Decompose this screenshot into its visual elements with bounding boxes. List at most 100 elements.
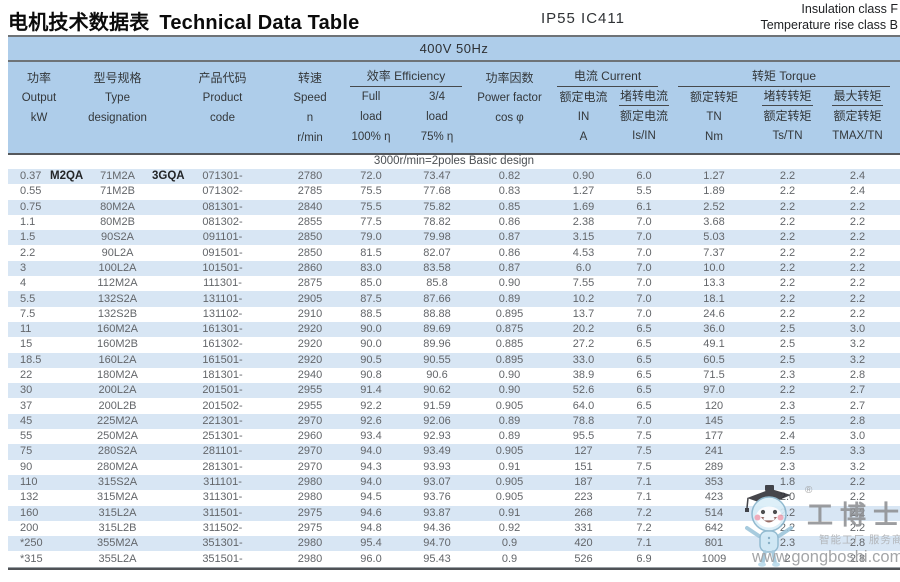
table-cell: 7.0 bbox=[636, 216, 652, 229]
table-cell: 7.0 bbox=[636, 292, 652, 305]
table-cell: 091501- bbox=[202, 246, 243, 259]
table-cell: 49.1 bbox=[703, 338, 725, 351]
table-cell: 0.87 bbox=[498, 261, 521, 274]
table-cell: 0.885 bbox=[495, 338, 524, 351]
table-cell: 2.8 bbox=[849, 552, 866, 565]
table-cell: 2.5 bbox=[779, 353, 796, 366]
table-cell: 71M2B bbox=[100, 185, 135, 198]
protection-class-label: IP55 IC411 bbox=[541, 10, 625, 27]
table-cell: 6.5 bbox=[636, 338, 652, 351]
table-cell: 081302- bbox=[202, 216, 243, 229]
table-cell: 7.0 bbox=[636, 246, 652, 259]
table-row: 18.5 160L2A 161501- 2920 90.5 90.55 0.895 33.0 6… bbox=[8, 352, 900, 368]
table-cell: 75 bbox=[20, 445, 33, 458]
table-cell: 0.55 bbox=[20, 185, 42, 198]
table-cell: 181301- bbox=[202, 369, 243, 381]
table-cell: 2.2 bbox=[849, 216, 866, 229]
table-cell: 2.4 bbox=[849, 185, 866, 198]
table-cell: 315S2A bbox=[97, 476, 138, 489]
table-cell: 2780 bbox=[297, 170, 323, 183]
table-cell: 526 bbox=[574, 552, 593, 565]
table-cell: 112M2A bbox=[97, 277, 138, 290]
table-cell: 187 bbox=[574, 476, 593, 489]
table-cell: 0.92 bbox=[498, 521, 521, 534]
table-cell: 2970 bbox=[297, 460, 323, 473]
table-cell: 5.03 bbox=[703, 231, 725, 244]
insulation-class-label: Insulation class F Temperature rise clas… bbox=[760, 1, 898, 33]
table-cell: 2980 bbox=[297, 552, 323, 565]
table-cell: 88.5 bbox=[360, 307, 382, 320]
table-cell: 2.3 bbox=[779, 369, 796, 381]
table-cell: 2.2 bbox=[779, 292, 796, 305]
table-row: 0.75 80M2A 081301- 2840 75.5 75.82 0.85 1.69 6.1… bbox=[8, 199, 900, 215]
table-cell: 95.43 bbox=[423, 552, 451, 565]
table-cell: 2.2 bbox=[849, 246, 866, 259]
table-cell: 90.6 bbox=[426, 369, 448, 381]
table-cell: 90 bbox=[20, 460, 33, 473]
table-cell: 2980 bbox=[297, 491, 323, 504]
table-cell: 0.905 bbox=[495, 399, 524, 412]
table-cell: 3.3 bbox=[849, 445, 866, 458]
table-cell: 241 bbox=[704, 445, 724, 458]
table-cell: 27.2 bbox=[572, 338, 595, 351]
table-cell: 15 bbox=[20, 338, 33, 351]
table-cell: 92.6 bbox=[360, 414, 382, 427]
table-row: *315 355L2A 351501- 2980 96.0 95.43 0.9 526 6.9 1… bbox=[8, 551, 900, 566]
table-cell: 3 bbox=[20, 261, 27, 274]
table-cell: 281301- bbox=[202, 460, 243, 473]
table-cell: 2840 bbox=[297, 200, 323, 213]
table-cell: 0.75 bbox=[20, 200, 42, 213]
table-cell: 2.4 bbox=[849, 170, 866, 183]
insulation-line1: Insulation class F bbox=[801, 2, 898, 16]
table-row: 11 160M2A 161301- 2920 90.0 89.69 0.875 20.2 6.5… bbox=[8, 321, 900, 338]
table-cell: 315L2A bbox=[98, 506, 137, 519]
table-cell: 96.0 bbox=[360, 552, 382, 565]
table-cell: 13.7 bbox=[572, 307, 595, 320]
table-cell: 311501- bbox=[202, 506, 243, 519]
table-cell: 2.2 bbox=[779, 185, 796, 198]
table-cell: 94.70 bbox=[423, 537, 451, 550]
table-row: 2.2 90L2A 091501- 2850 81.5 82.07 0.86 4.53 7.0 7… bbox=[8, 245, 900, 260]
table-row: 200 315L2B 311502- 2975 94.8 94.36 0.92 331 7.2 6… bbox=[8, 521, 900, 536]
table-cell: 94.8 bbox=[360, 521, 382, 534]
table-cell: 2.2 bbox=[779, 216, 796, 229]
table-cell: 0.875 bbox=[495, 323, 524, 336]
table-cell: 93.87 bbox=[423, 506, 451, 519]
table-cell: *250 bbox=[20, 537, 43, 550]
col-group-efficiency: 效率 Efficiency Full load 100% η 3/4 load … bbox=[340, 68, 472, 153]
table-cell: 3.2 bbox=[849, 353, 866, 366]
table-cell: 90.62 bbox=[423, 384, 451, 397]
table-cell: 80M2B bbox=[100, 216, 135, 229]
table-cell: 0.89 bbox=[498, 414, 521, 427]
col-header-eff-full: Full load 100% η bbox=[351, 91, 391, 143]
table-cell: 0.82 bbox=[498, 170, 521, 183]
page-title: 电机技术数据表 Technical Data Table bbox=[8, 6, 359, 35]
table-cell: 1.8 bbox=[779, 476, 796, 489]
table-cell: 6.1 bbox=[636, 200, 652, 213]
col-header-powerfactor: 功率因数 Power factor cos φ bbox=[477, 71, 542, 124]
table-cell: 6.0 bbox=[636, 170, 652, 183]
table-row: 160 315L2A 311501- 2975 94.6 93.87 0.91 268 7.2 5… bbox=[8, 505, 900, 521]
col-header-speed: 转速 Speed n r/min bbox=[293, 71, 327, 144]
table-cell: 93.76 bbox=[423, 491, 451, 504]
table-cell: 93.07 bbox=[423, 476, 451, 489]
table-cell: 250M2A bbox=[97, 430, 138, 443]
table-cell: 2.0 bbox=[779, 491, 796, 504]
table-cell: 2975 bbox=[297, 506, 323, 519]
table-cell: 7.2 bbox=[636, 521, 652, 534]
table-cell: 351301- bbox=[202, 537, 243, 550]
table-row: 55 250M2A 251301- 2960 93.4 92.93 0.89 95.5 7.5 1… bbox=[8, 429, 900, 444]
table-cell: 2.5 bbox=[779, 338, 796, 351]
table-cell: 2.2 bbox=[849, 506, 866, 519]
table-row: 75 280S2A 281101- 2970 94.0 93.49 0.905 127 7.5 2… bbox=[8, 444, 900, 460]
table-cell: 2.2 bbox=[849, 307, 866, 320]
table-cell: 36.0 bbox=[703, 323, 725, 336]
table-cell: 0.905 bbox=[495, 445, 524, 458]
table-cell: 85.0 bbox=[360, 277, 382, 290]
table-cell: 77.68 bbox=[423, 185, 451, 198]
table-cell: 180M2A bbox=[97, 369, 138, 381]
table-cell: 89.96 bbox=[423, 338, 451, 351]
table-row: 1.5 90S2A 091101- 2850 79.0 79.98 0.87 3.15 7.0 5… bbox=[8, 230, 900, 246]
table-cell: 1009 bbox=[701, 552, 727, 565]
